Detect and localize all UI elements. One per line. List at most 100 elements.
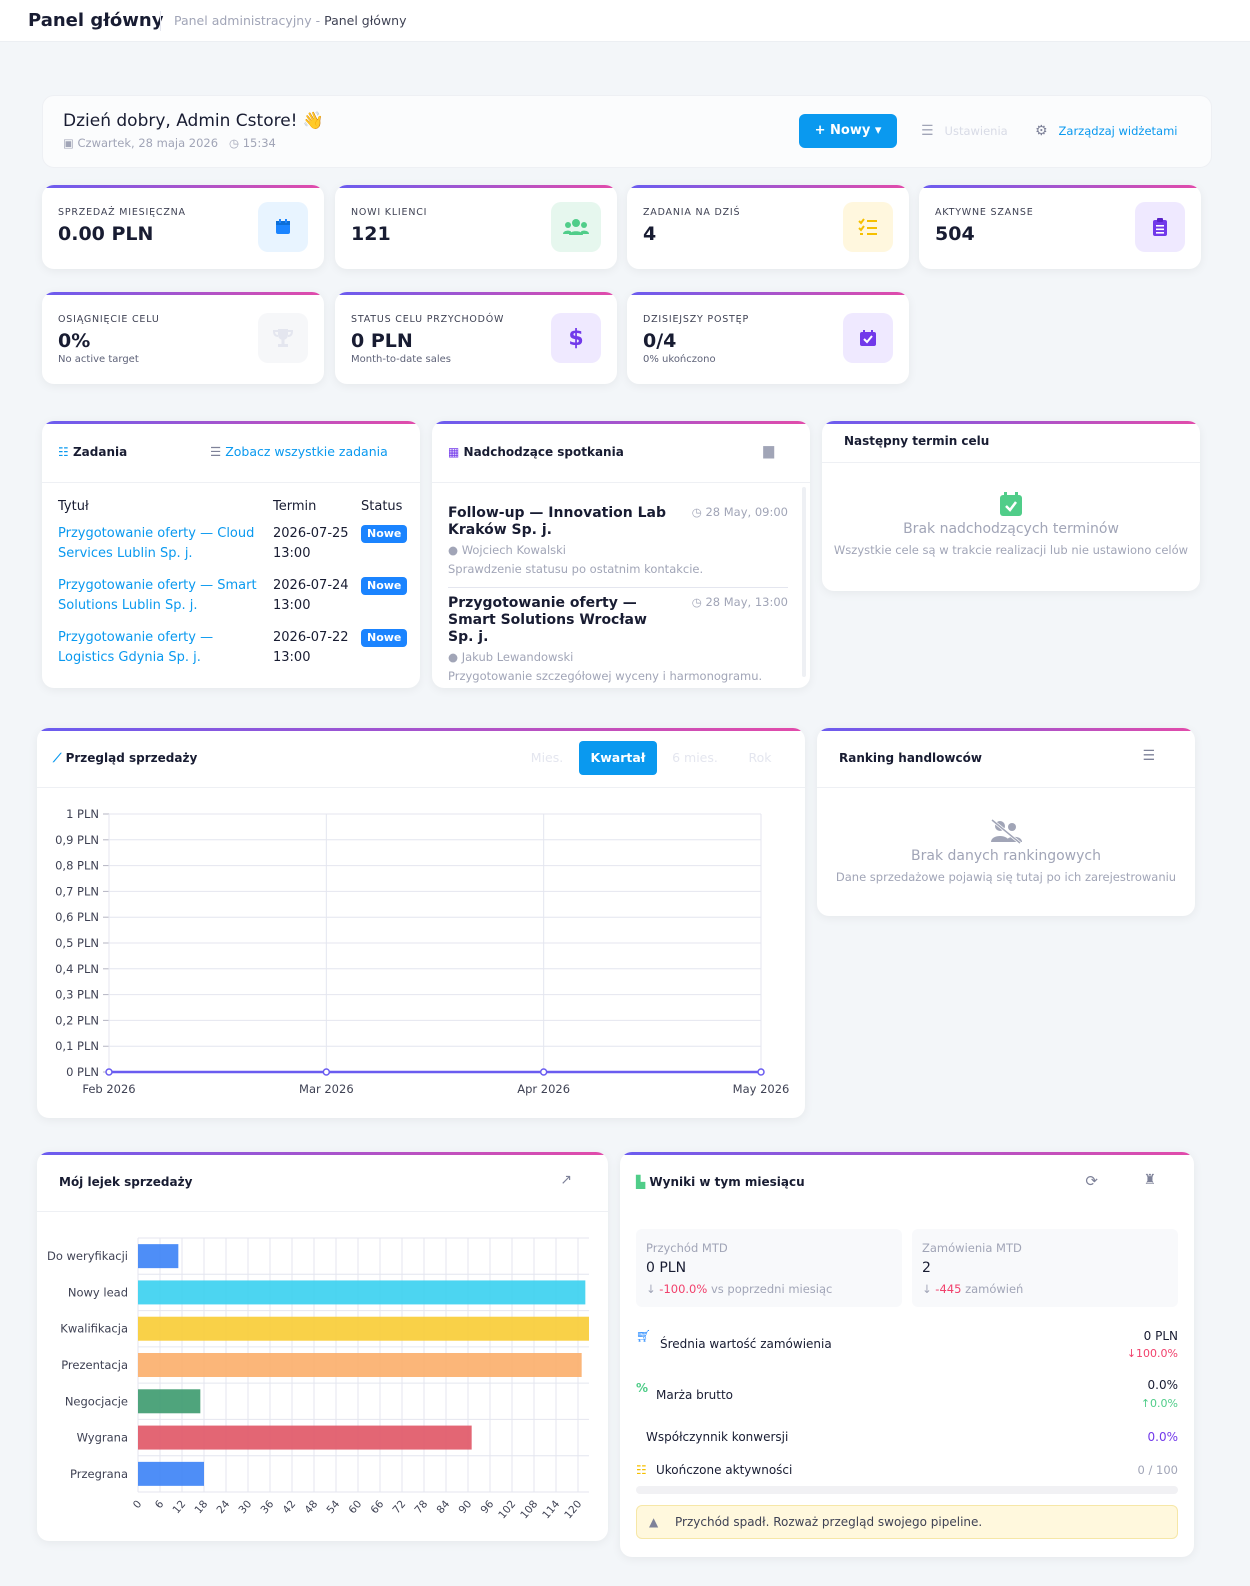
- meeting-time: ◷ 28 May, 09:00: [692, 505, 788, 519]
- arrow-down-icon: ↓: [922, 1282, 932, 1296]
- task-title-link[interactable]: Przygotowanie oferty — Smart Solutions L…: [58, 578, 257, 613]
- stat-card-goal-achievement: Osiągnięcie celu 0% No active target: [42, 292, 324, 384]
- manage-widgets-link[interactable]: ⚙ Zarządzaj widżetami: [1035, 123, 1177, 139]
- tasks-table: Tytuł Termin Status Przygotowanie oferty…: [58, 499, 408, 680]
- gear-icon: ⚙: [1035, 123, 1048, 139]
- tab-year[interactable]: Rok: [748, 750, 772, 765]
- breadcrumb-current: Panel główny: [324, 13, 407, 28]
- y-tick-label: 0,4 PLN: [55, 962, 99, 976]
- table-row: Przygotowanie oferty — Logistics Gdynia …: [58, 628, 408, 680]
- category-label: Przegrana: [70, 1467, 128, 1481]
- new-button[interactable]: + Nowy ▾: [799, 114, 897, 148]
- funnel-bar: [138, 1353, 582, 1377]
- avg-order-label: Średnia wartość zamówienia: [660, 1337, 832, 1351]
- x-tick-label: 84: [435, 1498, 453, 1516]
- next-deadline-title: Następny termin celu: [844, 434, 990, 448]
- tasks-title-text: Zadania: [72, 445, 128, 459]
- x-tick-label: 60: [347, 1498, 365, 1516]
- stat-card-tasks-today: Zadania na dziś 4: [627, 185, 909, 269]
- tab-6-months[interactable]: 6 mies.: [672, 750, 718, 765]
- sales-overview-title: ⟋ Przegląd sprzedaży: [53, 751, 197, 766]
- list-check-icon: ☷: [58, 445, 69, 459]
- category-label: Negocjacje: [65, 1394, 128, 1408]
- meeting-item[interactable]: Przygotowanie oferty — Smart Solutions W…: [448, 595, 788, 683]
- stat-sub: 0% ukończono: [643, 354, 716, 365]
- task-title-link[interactable]: Przygotowanie oferty — Cloud Services Lu…: [58, 526, 255, 561]
- refresh-icon[interactable]: ⟳: [1085, 1172, 1098, 1190]
- stat-value: 4: [643, 223, 657, 245]
- sales-overview-card: ⟋ Przegląd sprzedaży Mies. Kwartał 6 mie…: [37, 728, 805, 1118]
- stat-label: Zadania na dziś: [643, 207, 741, 218]
- task-title-link[interactable]: Przygotowanie oferty — Logistics Gdynia …: [58, 630, 214, 665]
- user-icon: ●: [448, 650, 459, 664]
- funnel-header: Mój lejek sprzedaży ↗: [37, 1152, 608, 1212]
- clock-icon: ◷: [691, 595, 702, 609]
- y-tick-label: 0,2 PLN: [55, 1013, 99, 1027]
- card-accent: [37, 1152, 608, 1155]
- settings-link[interactable]: ☰ Ustawienia: [921, 123, 1008, 139]
- external-link-icon[interactable]: ↗: [560, 1172, 572, 1188]
- stat-card-active-opportunities: Aktywne szanse 504: [919, 185, 1201, 269]
- meeting-item[interactable]: Follow-up — Innovation Lab Kraków Sp. j.…: [448, 505, 788, 576]
- tasks-icon: ☷: [636, 1463, 647, 1477]
- clipboard-icon: [1135, 202, 1185, 252]
- stat-card-daily-progress: Dzisiejszy postęp 0/4 0% ukończono: [627, 292, 909, 384]
- x-tick-label: 108: [518, 1498, 540, 1521]
- stat-sub: No active target: [58, 354, 139, 365]
- scrollbar[interactable]: [802, 487, 806, 677]
- trophy-icon[interactable]: ♜: [1143, 1172, 1156, 1188]
- stat-value: 0/4: [643, 330, 677, 352]
- divider: [448, 587, 788, 588]
- card-accent: [42, 421, 420, 424]
- orders-value: 2: [922, 1260, 931, 1276]
- list-icon[interactable]: ☰: [1142, 748, 1155, 764]
- stat-card-sales: Sprzedaż miesięczna 0.00 PLN: [42, 185, 324, 269]
- top-bar: Panel główny Panel administracyjny - Pan…: [0, 0, 1250, 42]
- stat-value: 121: [351, 223, 391, 245]
- x-tick-label: 48: [303, 1498, 321, 1516]
- x-tick-label: Mar 2026: [299, 1082, 354, 1096]
- card-accent: [335, 292, 617, 295]
- revenue-change-value: -100.0%: [659, 1282, 708, 1296]
- category-label: Nowy lead: [68, 1285, 128, 1299]
- revenue-label: Przychód MTD: [646, 1241, 728, 1255]
- table-row: Przygotowanie oferty — Smart Solutions L…: [58, 576, 408, 628]
- calendar-button-icon[interactable]: ▆: [763, 443, 774, 459]
- results-card: ▙ Wyniki w tym miesiącu ⟳ ♜ Przychód MTD…: [620, 1152, 1194, 1557]
- stat-value: 0 PLN: [351, 330, 413, 352]
- x-tick-label: Feb 2026: [82, 1082, 135, 1096]
- tab-quarter[interactable]: Kwartał: [579, 741, 657, 775]
- date-time: ▣ Czwartek, 28 maja 2026 ◷ 15:34: [63, 136, 276, 150]
- stat-label: Status celu przychodów: [351, 314, 505, 325]
- x-tick-label: 0: [131, 1498, 144, 1511]
- breadcrumb-root[interactable]: Panel administracyjny: [174, 13, 312, 28]
- next-deadline-header: Następny termin celu: [822, 421, 1200, 463]
- orders-change-value: -445: [935, 1282, 962, 1296]
- x-tick-label: 54: [325, 1498, 343, 1516]
- tasks-icon: [843, 202, 893, 252]
- ranking-empty: Brak danych rankingowych Dane sprzedażow…: [817, 818, 1195, 884]
- warning-text: Przychód spadł. Rozważ przegląd swojego …: [675, 1515, 983, 1529]
- view-all-tasks-link[interactable]: ☰ Zobacz wszystkie zadania: [210, 444, 388, 459]
- orders-label: Zamówienia MTD: [922, 1241, 1022, 1255]
- x-tick-label: 12: [171, 1498, 189, 1516]
- results-header: ▙ Wyniki w tym miesiącu ⟳ ♜: [620, 1152, 1194, 1212]
- y-tick-label: 0 PLN: [66, 1065, 99, 1079]
- tasks-card: ☷ Zadania ☰ Zobacz wszystkie zadania Tyt…: [42, 421, 420, 688]
- category-label: Wygrana: [77, 1431, 128, 1445]
- meeting-person-name: Wojciech Kowalski: [461, 543, 566, 557]
- x-tick-label: 42: [281, 1498, 299, 1516]
- funnel-bar: [138, 1244, 179, 1269]
- breadcrumb-sep: -: [315, 13, 321, 28]
- dollar-icon: $: [551, 313, 601, 363]
- results-title: ▙ Wyniki w tym miesiącu: [636, 1175, 805, 1189]
- warning-alert: ▲ Przychód spadł. Rozważ przegląd swojeg…: [636, 1505, 1178, 1539]
- y-tick-label: 1 PLN: [66, 807, 99, 821]
- next-deadline-empty: Brak nadchodzących terminów Wszystkie ce…: [822, 491, 1200, 557]
- meetings-title-text: Nadchodzące spotkania: [463, 445, 624, 459]
- results-title-text: Wyniki w tym miesiącu: [649, 1175, 805, 1189]
- meeting-time-text: 28 May, 13:00: [705, 595, 788, 609]
- card-accent: [919, 185, 1201, 188]
- x-tick-label: 120: [562, 1498, 584, 1521]
- tab-month[interactable]: Mies.: [530, 750, 564, 765]
